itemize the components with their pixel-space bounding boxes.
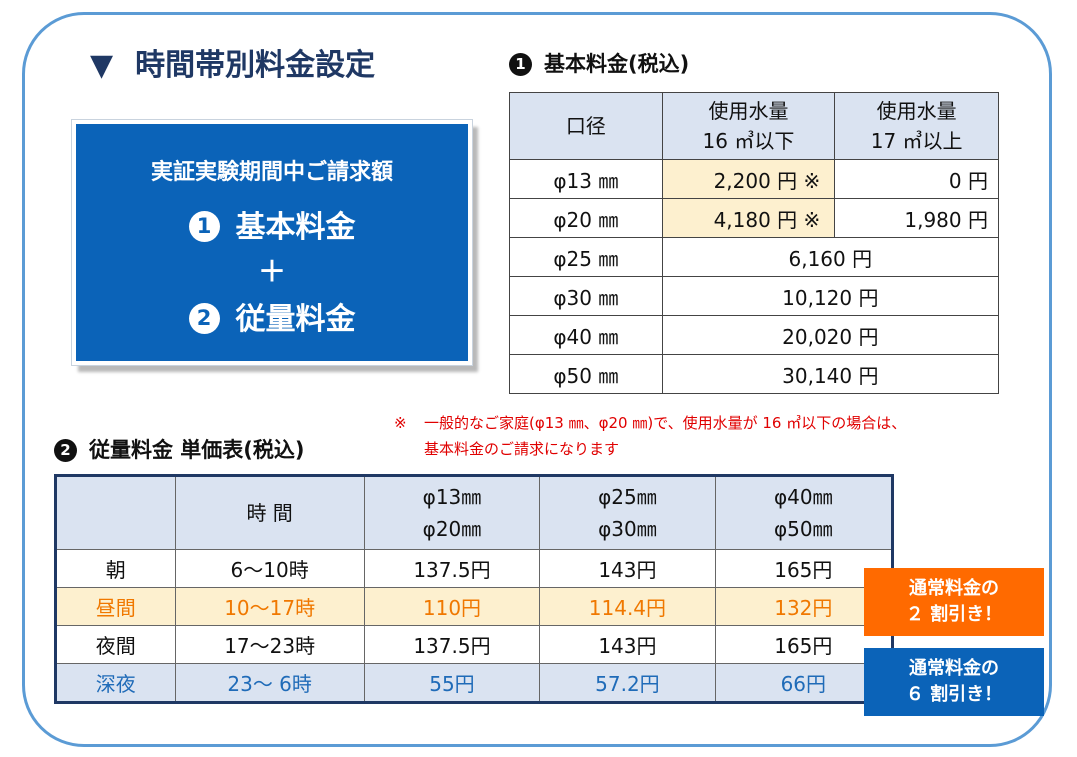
fee-over17-cell: 1,980 円	[834, 198, 999, 238]
fee-under16-cell: 2,200 円 ※	[661, 159, 836, 199]
table-row-morning: 朝 6～10時 137.5円 143円 165円	[55, 549, 894, 588]
period-cell: 夜間	[55, 625, 176, 664]
rounded-frame	[22, 12, 1052, 747]
price-cell: 66円	[714, 663, 894, 703]
header-under16-line2: 16 ㎥以下	[702, 129, 795, 153]
header-empty	[55, 475, 176, 550]
table-row-daytime: 昼間 10～17時 110円 114.4円 132円	[55, 587, 894, 626]
header-col3-line1: φ40㎜	[773, 485, 833, 509]
number-1-icon: 1	[509, 53, 532, 76]
header-over17-line2: 17 ㎥以上	[870, 129, 963, 153]
price-cell: 114.4円	[539, 587, 716, 626]
table-row-latenight: 深夜 23～ 6時 55円 57.2円 66円	[55, 663, 894, 703]
header-under16-line1: 使用水量	[708, 99, 789, 123]
number-2-icon: 2	[54, 439, 77, 462]
diameter-cell: φ13 ㎜	[509, 159, 663, 199]
diameter-cell: φ25 ㎜	[509, 237, 663, 277]
latenight-discount-badge: 通常料金の ６ 割引き！	[864, 648, 1044, 716]
header-col1-line1: φ13㎜	[422, 485, 482, 509]
page-title: ▼ 時間帯別料金設定	[90, 40, 375, 84]
header-col2-line1: φ25㎜	[598, 485, 657, 509]
number-1-icon: 1	[188, 211, 220, 242]
header-over17-line1: 使用水量	[876, 99, 957, 123]
page-title-text: 時間帯別料金設定	[135, 48, 376, 83]
header-col3-line2: φ50㎜	[773, 517, 833, 541]
table-row: φ20 ㎜ 4,180 円 ※ 1,980 円	[509, 198, 999, 238]
period-cell: 深夜	[55, 663, 176, 703]
price-cell: 165円	[714, 625, 894, 664]
footnote-line1: 一般的なご家庭(φ13 ㎜、φ20 ㎜)で、使用水量が 16 ㎥以下の場合は、	[424, 414, 907, 432]
plus-sign: ＋	[257, 255, 286, 288]
billing-heading: 実証実験期間中ご請求額	[150, 160, 393, 185]
unit-price-table: 時 間 φ13㎜ φ20㎜ φ25㎜ φ30㎜ φ40㎜ φ50㎜ 朝 6～10時 1…	[54, 474, 894, 704]
fee-merged-cell: 10,120 円	[661, 276, 1000, 316]
daytime-discount-badge: 通常料金の ２ 割引き！	[864, 568, 1044, 636]
diameter-cell: φ20 ㎜	[509, 198, 663, 238]
fee-merged-cell: 30,140 円	[661, 354, 1000, 394]
table-header-row: 口径 使用水量 16 ㎥以下 使用水量 17 ㎥以上	[509, 92, 999, 160]
header-col2-line2: φ30㎜	[598, 517, 657, 541]
table-header-row: 時 間 φ13㎜ φ20㎜ φ25㎜ φ30㎜ φ40㎜ φ50㎜	[55, 475, 894, 550]
price-cell: 110円	[363, 587, 541, 626]
header-under16: 使用水量 16 ㎥以下	[661, 92, 836, 160]
footnote: ※ 一般的なご家庭(φ13 ㎜、φ20 ㎜)で、使用水量が 16 ㎥以下の場合は、…	[394, 410, 906, 462]
header-col3: φ40㎜ φ50㎜	[714, 475, 894, 550]
time-cell: 17～23時	[174, 625, 365, 664]
daytime-badge-line2: ２ 割引き！	[905, 604, 1003, 625]
triangle-down-icon: ▼	[90, 48, 114, 83]
billing-item-basic: 1 基本料金	[76, 202, 468, 246]
latenight-badge-line1: 通常料金の	[909, 658, 999, 679]
billing-summary-box: 実証実験期間中ご請求額 1 基本料金 ＋ 2 従量料金	[71, 119, 473, 366]
price-cell: 55円	[363, 663, 541, 703]
time-cell: 10～17時	[174, 587, 365, 626]
header-col2: φ25㎜ φ30㎜	[539, 475, 716, 550]
fee-merged-cell: 6,160 円	[661, 237, 1000, 277]
basic-fee-table: 口径 使用水量 16 ㎥以下 使用水量 17 ㎥以上 φ13 ㎜ 2,200 円 ※…	[509, 92, 1000, 394]
footnote-line2: 基本料金のご請求になります	[424, 440, 620, 458]
fee-under16-cell: 4,180 円 ※	[661, 198, 836, 238]
latenight-badge-line2: ６ 割引き！	[905, 684, 1003, 705]
price-cell: 143円	[539, 549, 716, 588]
header-time: 時 間	[174, 475, 365, 550]
header-diameter: 口径	[509, 92, 663, 160]
billing-item-metered: 2 従量料金	[76, 294, 468, 338]
price-cell: 137.5円	[363, 625, 541, 664]
table-row-evening: 夜間 17～23時 137.5円 143円 165円	[55, 625, 894, 664]
fee-over17-cell: 0 円	[834, 159, 999, 199]
price-cell: 57.2円	[539, 663, 716, 703]
number-2-icon: 2	[188, 303, 220, 334]
period-cell: 昼間	[55, 587, 176, 626]
time-cell: 6～10時	[174, 549, 365, 588]
fee-merged-cell: 20,020 円	[661, 315, 1000, 355]
billing-item-basic-label: 基本料金	[235, 210, 356, 245]
billing-item-metered-label: 従量料金	[235, 302, 356, 337]
table-row: φ50 ㎜ 30,140 円	[509, 354, 1000, 394]
price-cell: 143円	[539, 625, 716, 664]
basic-fee-title: 1 基本料金(税込)	[509, 48, 689, 78]
basic-fee-title-text: 基本料金(税込)	[544, 52, 690, 76]
table-row: φ13 ㎜ 2,200 円 ※ 0 円	[509, 159, 999, 199]
table-row: φ30 ㎜ 10,120 円	[509, 276, 1000, 316]
header-over17: 使用水量 17 ㎥以上	[834, 92, 999, 160]
diameter-cell: φ50 ㎜	[509, 354, 663, 394]
unit-price-title: 2 従量料金 単価表(税込)	[54, 434, 305, 464]
daytime-badge-line1: 通常料金の	[909, 578, 999, 599]
period-cell: 朝	[55, 549, 176, 588]
table-row: φ40 ㎜ 20,020 円	[509, 315, 1000, 355]
header-col1-line2: φ20㎜	[422, 517, 482, 541]
diameter-cell: φ40 ㎜	[509, 315, 663, 355]
footnote-mark: ※	[394, 414, 407, 432]
table-row: φ25 ㎜ 6,160 円	[509, 237, 1000, 277]
price-cell: 137.5円	[363, 549, 541, 588]
unit-price-title-text: 従量料金 単価表(税込)	[89, 438, 305, 462]
header-col1: φ13㎜ φ20㎜	[363, 475, 541, 550]
diameter-cell: φ30 ㎜	[509, 276, 663, 316]
time-cell: 23～ 6時	[174, 663, 365, 703]
